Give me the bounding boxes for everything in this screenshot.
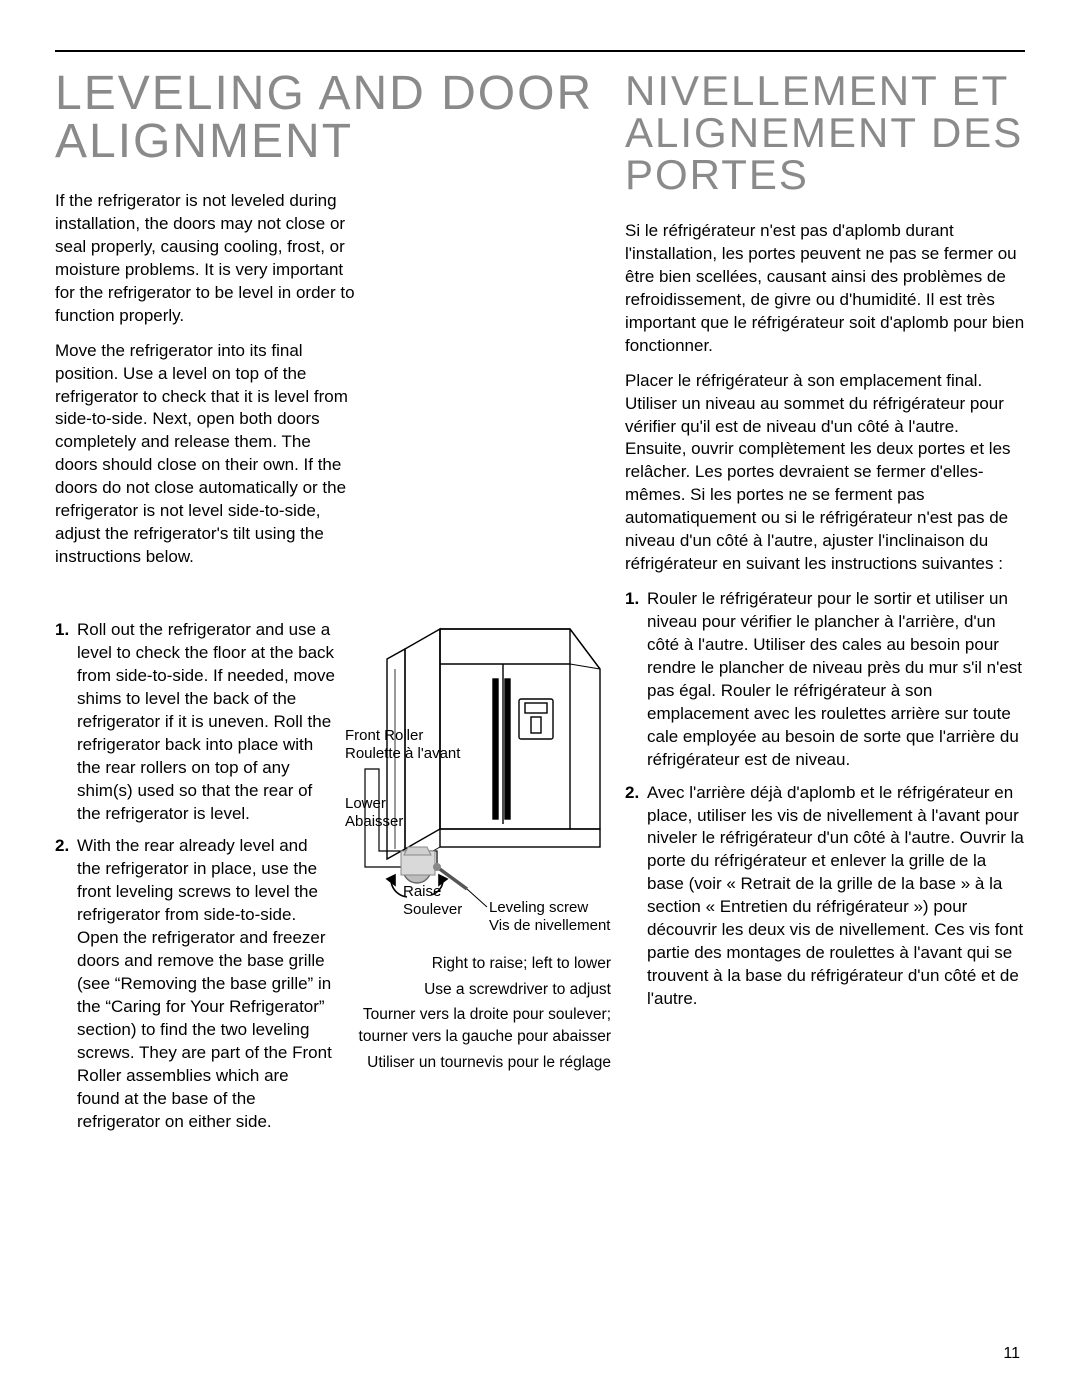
label-screw-fr: Vis de nivellement [489,917,610,934]
heading-fr-line1: NIVELLEMENT ET [625,67,1009,114]
heading-en-line2: ALIGNMENT [55,115,353,168]
intro-french: Si le réfrigérateur n'est pas d'aplomb d… [625,220,1025,576]
label-raise-fr: Soulever [403,901,462,918]
figure-captions: Right to raise; left to lower Use a scre… [345,953,615,1073]
page-content: LEVELING AND DOOR ALIGNMENT If the refri… [55,70,1025,1144]
figure-box: Front Roller Roulette à l'avant Lower Ab… [345,619,615,929]
caption-fr-2: Utiliser un tournevis pour le réglage [345,1052,611,1074]
label-front-roller-en: Front Roller [345,727,423,744]
column-french: NIVELLEMENT ET ALIGNEMENT DES PORTES Si … [625,70,1025,1144]
label-front-roller: Front Roller Roulette à l'avant [345,727,460,763]
heading-en-line1: LEVELING AND DOOR [55,67,593,120]
steps-english: Roll out the refrigerator and use a leve… [55,619,345,1144]
caption-fr-1: Tourner vers la droite pour soulever; to… [345,1004,611,1047]
intro-en-p2: Move the refrigerator into its final pos… [55,340,355,569]
label-raise-en: Raise [403,883,441,900]
intro-english: If the refrigerator is not leveled durin… [55,190,355,569]
step-fr-2: Avec l'arrière déjà d'aplomb et le réfri… [625,782,1025,1011]
label-lower-fr: Abaisser [345,813,403,830]
intro-en-p1: If the refrigerator is not leveled durin… [55,190,355,328]
column-english: LEVELING AND DOOR ALIGNMENT If the refri… [55,70,615,1144]
top-rule [55,50,1025,52]
label-lower-en: Lower [345,795,386,812]
caption-en-2: Use a screwdriver to adjust [345,979,611,1001]
label-front-roller-fr: Roulette à l'avant [345,745,460,762]
heading-fr-line3: PORTES [625,151,809,198]
steps-french: Rouler le réfrigérateur pour le sortir e… [625,588,1025,1011]
intro-fr-p1: Si le réfrigérateur n'est pas d'aplomb d… [625,220,1025,358]
step-fr-1: Rouler le réfrigérateur pour le sortir e… [625,588,1025,772]
content-row: Roll out the refrigerator and use a leve… [55,619,615,1144]
heading-french: NIVELLEMENT ET ALIGNEMENT DES PORTES [625,70,1025,196]
label-lower: Lower Abaisser [345,795,403,831]
heading-english: LEVELING AND DOOR ALIGNMENT [55,70,615,166]
step-en-2: With the rear already level and the refr… [55,835,335,1133]
intro-fr-p2: Placer le réfrigérateur à son emplacemen… [625,370,1025,576]
label-screw-en: Leveling screw [489,899,588,916]
caption-en-1: Right to raise; left to lower [345,953,611,975]
heading-fr-line2: ALIGNEMENT DES [625,109,1023,156]
page-number: 11 [1003,1345,1020,1363]
refrigerator-diagram [345,619,615,929]
step-en-1: Roll out the refrigerator and use a leve… [55,619,335,825]
figure-column: Front Roller Roulette à l'avant Lower Ab… [345,619,615,1144]
label-leveling-screw: Leveling screw Vis de nivellement [489,899,610,935]
label-raise: Raise Soulever [403,883,462,919]
